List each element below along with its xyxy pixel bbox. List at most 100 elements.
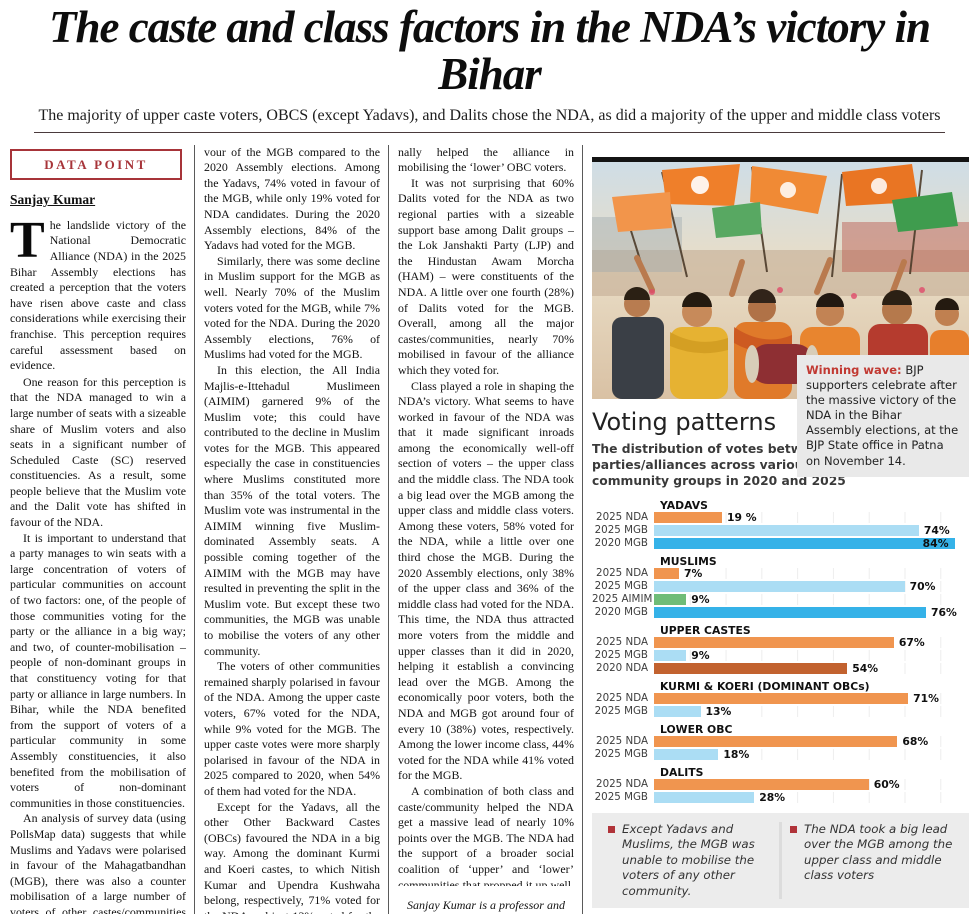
chart-bar-track: 76% [654,605,969,619]
chart-group: YADAVS 2025 NDA 19 % 2025 MGB 74% 2020 MGB 84% [592,498,969,550]
chart-group-label: UPPER CASTES [660,623,751,637]
subtitle-wrap: The majority of upper caste voters, OBCS… [10,107,969,133]
dropcap: T [10,211,45,269]
chart-bar-value: 9% [691,648,710,662]
chart-bar-track: 60% [654,777,969,791]
chart-bar-value: 76% [931,605,957,619]
chart-row-label: 2020 MGB [594,606,648,619]
chart-group-label: YADAVS [660,498,708,512]
byline: Sanjay Kumar [10,192,96,208]
chart-bar-row: 2020 MGB 76% [592,605,969,619]
article-paragraph: Class played a role in shaping the NDA’s… [398,378,574,783]
chart-bar-track: 7% [654,566,969,580]
article-paragraph: The voters of other communities remained… [204,659,380,798]
chart-bar-track: 70% [654,580,969,593]
chart-group: UPPER CASTES 2025 NDA 67% 2025 MGB 9% 2020 ND… [592,623,969,675]
chart-notes: Except Yadavs and Muslims, the MGB was u… [592,812,969,909]
chart-bar [654,662,848,674]
chart-bar-value: 54% [852,661,879,675]
chart-bar [654,580,905,592]
chart-group-label: LOWER OBC [660,722,733,736]
section-badge: DATA POINT [10,148,182,181]
article-paragraph: Except for the Yadavs, all the other Oth… [204,799,380,914]
graphics-pane: Winning wave: BJP supporters celebrate a… [592,145,969,914]
chart-row-label: 2025 MGB [594,580,648,593]
article-paragraph: One reason for this perception is that t… [10,374,186,530]
chart-bar [654,593,687,605]
chart-bar-track: 54% [654,661,969,675]
chart-bar-track: 9% [654,593,969,606]
chart-bar [654,511,722,523]
chart-row-label: 2025 NDA [596,735,648,748]
section-badge-label: DATA POINT [44,156,148,172]
chart-bar-row: 2025 NDA 71% [592,692,969,705]
chart-bar-row: 2025 MGB 74% [592,523,969,537]
chart-bar-value: 13% [705,704,732,718]
chart-group: LOWER OBC 2025 NDA 68% 2025 MGB 18% [592,722,969,761]
page-title: The caste and class factors in the NDA’s… [48,2,931,99]
chart-bar-value: 74% [923,523,950,537]
article-paragraph: Similarly, there was some decline in Mus… [204,253,380,362]
chart-bar-row: 2025 NDA 19 % [592,510,969,524]
chart-row-label: 2025 MGB [594,705,648,718]
photo-caption-text: BJP supporters celebrate after the massi… [806,362,959,468]
article-paragraph: An analysis of survey data (using PollsM… [10,811,186,914]
chart-row-label: 2025 NDA [596,692,648,705]
chart-bar-track: 18% [654,748,969,761]
lead-text: he landslide victory of the National Dem… [10,217,186,373]
chart-bar [654,606,927,618]
chart-bar-value: 68% [902,734,929,748]
chart-bar-value: 19 % [727,510,757,524]
chart-bar [654,778,869,790]
column-3-paragraphs: nally helped the alliance in mobilising … [398,145,574,886]
photo-bjp-celebration [592,161,969,399]
chart-bar [654,537,955,549]
article-paragraph: A combination of both class and caste/co… [398,783,574,886]
chart-bar-row: 2025 MGB 28% [592,790,969,804]
chart-row-label: 2025 MGB [594,791,648,804]
chart-bar-value: 7% [684,566,703,580]
article-paragraph: It was not surprising that 60% Dalits vo… [398,175,574,377]
chart-bar-row: 2020 NDA 54% [592,661,969,675]
photo-top-rule [592,156,969,162]
chart-bar-value: 60% [873,777,900,791]
chart-bar-track: 67% [654,636,969,649]
chart-title: Voting patterns [592,407,777,436]
chart-group: MUSLIMS 2025 NDA 7% 2025 MGB 70% 2025 AIMIM 9%… [592,554,969,619]
chart-row-label: 2025 MGB [594,649,648,662]
photo-wrap [592,156,969,399]
chart-row-label: 2025 MGB [594,524,648,537]
chart-group-label: DALITS [660,765,704,779]
chart-row-label: 2020 MGB [594,537,648,550]
chart-group-label: MUSLIMS [660,554,717,568]
chart-bar [654,692,909,704]
chart-bar [654,705,701,717]
column-1-paragraphs: One reason for this perception is that t… [10,375,186,914]
author-note: Sanjay Kumar is a professor and politica… [405,897,566,914]
caste-community-chart: YADAVS 2025 NDA 19 % 2025 MGB 74% 2020 MGB 84%… [592,498,969,804]
chart-bar [654,748,719,760]
chart-bar-row: 2025 MGB 13% [592,704,969,718]
chart-bar-row: 2025 NDA 68% [592,734,969,748]
chart-bar [654,524,919,536]
chart-bar-row: 2025 MGB 70% [592,580,969,593]
chart-bar-row: 2025 AIMIM 9% [592,593,969,606]
article-paragraph: nally helped the alliance in mobilising … [398,144,574,175]
chart-bar-track: 19 % [654,510,969,524]
chart-bar [654,735,898,747]
chart-bar-row: 2020 MGB 84% [592,537,969,550]
chart-row-label: 2025 NDA [596,778,648,791]
square-bullet-icon [790,825,797,833]
photo-caption-lead: Winning wave: [806,362,902,377]
note-text: Except Yadavs and Muslims, the MGB was u… [622,821,755,898]
chart-row-label: 2020 NDA [596,662,648,675]
chart-bar-value: 28% [759,790,786,804]
chart-bar-row: 2025 NDA 67% [592,636,969,649]
chart-bar [654,649,687,661]
article-paragraph: In this election, the All India Majlis-e… [204,362,380,658]
chart-bar [654,636,894,648]
chart-bar-row: 2025 MGB 18% [592,748,969,761]
